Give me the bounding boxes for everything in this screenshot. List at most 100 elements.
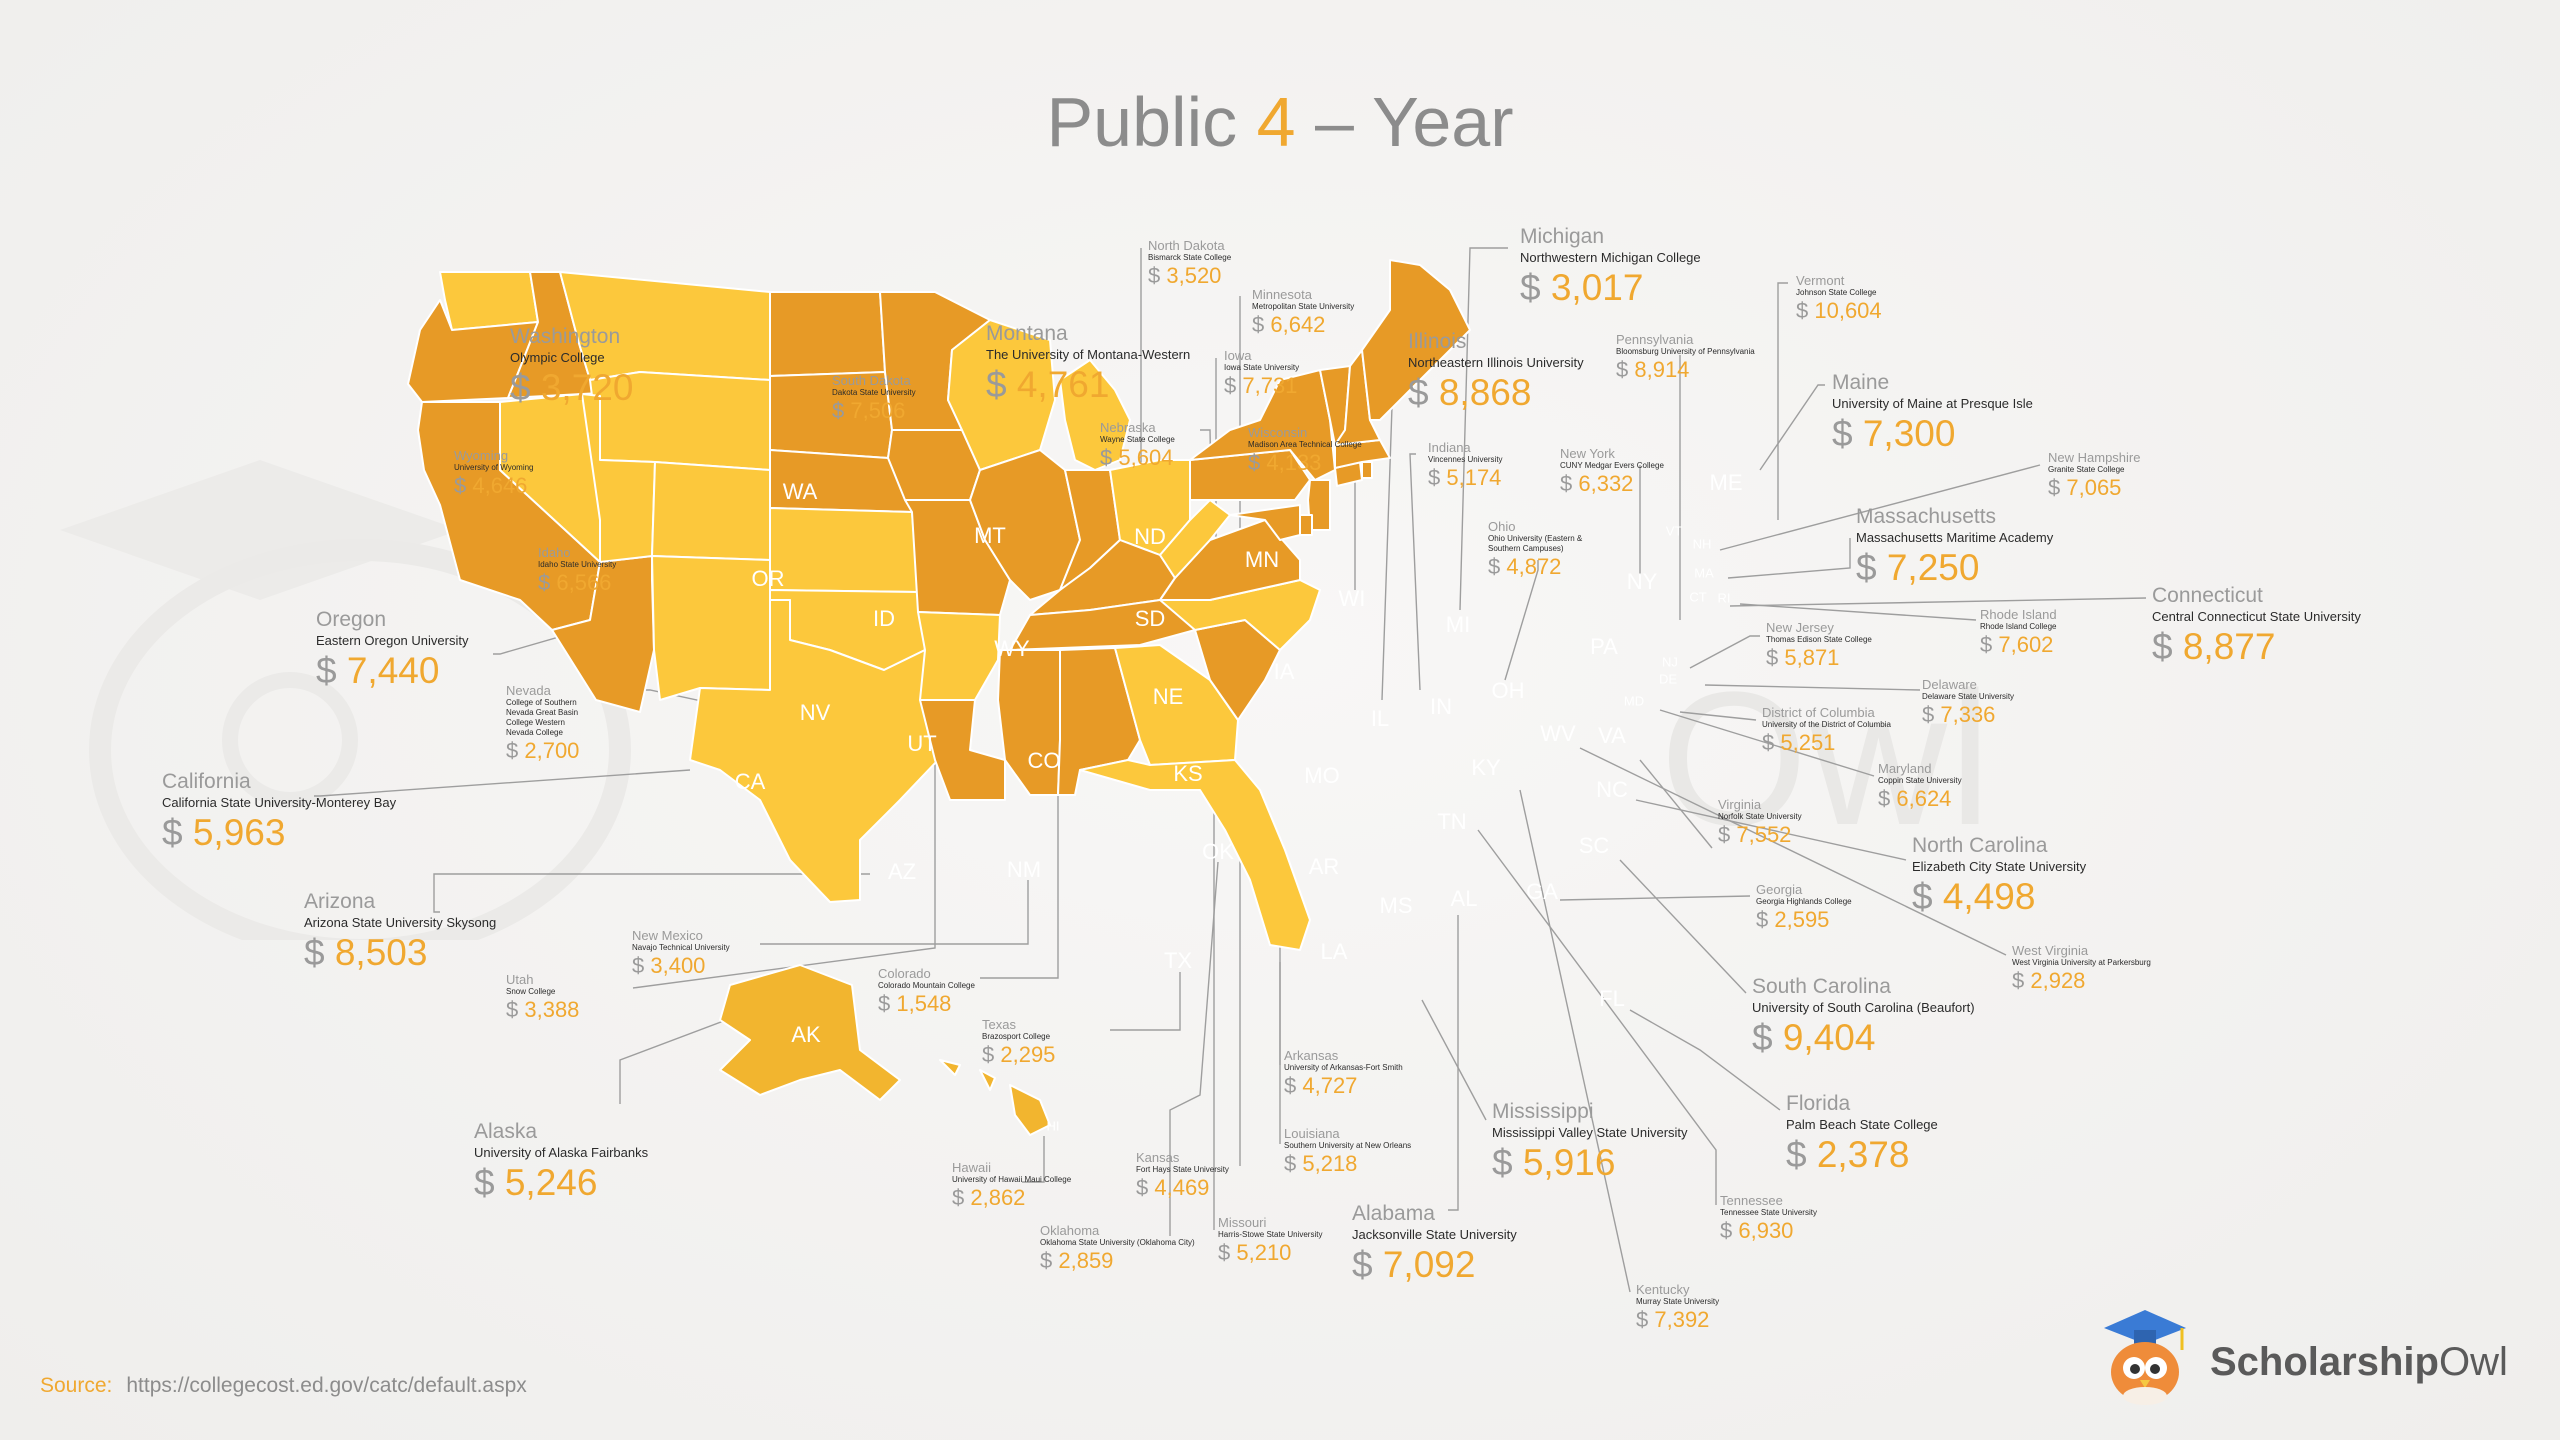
dollar-sign: $ — [1980, 632, 1999, 657]
dollar-sign: $ — [1766, 645, 1785, 670]
callout-school-name: West Virginia University at Parkersburg — [2012, 958, 2151, 967]
callout-state-name: Alabama — [1352, 1202, 1435, 1225]
tuition-value: 5,916 — [1522, 1142, 1616, 1183]
callout-state-name: Nevada — [506, 683, 551, 698]
callout-school-name: Snow College — [506, 987, 556, 996]
callout-school-name: University of the District of Columbia — [1762, 720, 1891, 729]
tuition-value: 5,218 — [1302, 1151, 1358, 1176]
callout-alabama: Alabama Jacksonville State University $ 7,… — [1352, 1202, 1517, 1287]
tuition-value: 2,859 — [1058, 1248, 1114, 1273]
dollar-sign: $ — [1786, 1134, 1817, 1175]
callout-tuition: $ 7,250 — [1856, 546, 2053, 590]
callout-state-name: California — [162, 770, 251, 793]
callout-tuition: $ 3,388 — [506, 997, 579, 1023]
callout-state-name: Montana — [986, 322, 1068, 345]
callout-tuition: $ 6,642 — [1252, 312, 1354, 338]
callout-tuition: $ 7,552 — [1718, 822, 1802, 848]
abbr-arizona: AZ — [888, 859, 916, 884]
leader-line-maryland — [1659, 709, 1875, 777]
callout-school-name: Palm Beach State College — [1786, 1117, 1938, 1132]
callout-state-name: Oklahoma — [1040, 1223, 1100, 1238]
source-link[interactable]: https://collegecost.ed.gov/catc/default.… — [126, 1374, 527, 1397]
abbr-florida: FL — [1599, 986, 1625, 1011]
abbr-kansas: KS — [1173, 761, 1202, 786]
callout-idaho: Idaho Idaho State University $ 6,566 — [538, 545, 616, 596]
callout-state-name: Kentucky — [1636, 1282, 1690, 1297]
abbr-pennsylvania: PA — [1590, 634, 1618, 659]
callout-school-name: Olympic College — [510, 350, 605, 365]
dollar-sign: $ — [1136, 1175, 1155, 1200]
tuition-value: 7,731 — [1242, 373, 1298, 398]
dollar-sign: $ — [1284, 1073, 1303, 1098]
dollar-sign: $ — [1912, 876, 1943, 917]
callout-wyoming: Wyoming University of Wyoming $ 4,646 — [454, 448, 534, 499]
callout-west-virginia: West Virginia West Virginia University at… — [2012, 943, 2151, 994]
callout-school-name: Dakota State University — [832, 388, 916, 397]
abbr-kentucky: KY — [1471, 755, 1501, 780]
callout-tuition: $ 5,963 — [162, 811, 396, 855]
dollar-sign: $ — [632, 953, 651, 978]
callout-state-name: South Dakota — [832, 373, 911, 388]
dollar-sign: $ — [1752, 1017, 1783, 1058]
tuition-value: 5,174 — [1446, 465, 1502, 490]
callout-mississippi: Mississippi Mississippi Valley State Univ… — [1492, 1100, 1688, 1185]
leader-line-georgia — [1559, 895, 1751, 901]
abbr-virginia: VA — [1598, 723, 1626, 748]
tuition-value: 1,548 — [896, 991, 952, 1016]
callout-state-name: Connecticut — [2152, 584, 2263, 607]
callout-tuition: $ 6,566 — [538, 570, 616, 596]
callout-state-name: District of Columbia — [1762, 705, 1875, 720]
callout-school-name: Southern University at New Orleans — [1284, 1141, 1412, 1150]
abbr-indiana: IN — [1430, 694, 1452, 719]
callout-school-name: Massachusetts Maritime Academy — [1856, 530, 2054, 545]
dollar-sign: $ — [2012, 968, 2031, 993]
callout-alaska: Alaska University of Alaska Fairbanks $ 5,… — [474, 1120, 648, 1205]
callout-michigan: Michigan Northwestern Michigan College $ 3… — [1520, 225, 1701, 310]
dollar-sign: $ — [1148, 263, 1167, 288]
callout-indiana: Indiana Vincennes University $ 5,174 — [1428, 440, 1503, 491]
abbr-maine: ME — [1710, 470, 1743, 495]
callout-state-name: Delaware — [1922, 677, 1977, 692]
callout-missouri: Missouri Harris-Stowe State University $ 5… — [1218, 1215, 1322, 1266]
callout-state-name: Ohio — [1488, 519, 1516, 534]
dollar-sign: $ — [1796, 298, 1815, 323]
callout-new-mexico: New Mexico Navajo Technical University $ 3… — [632, 928, 730, 979]
dollar-sign: $ — [506, 997, 525, 1022]
state-michigan — [1059, 359, 1131, 471]
callout-school-name: Metropolitan State University — [1252, 302, 1355, 311]
callout-state-name: Vermont — [1796, 273, 1845, 288]
dollar-sign: $ — [1560, 471, 1579, 496]
state-virginia — [1159, 519, 1301, 601]
abbr-north-carolina: NC — [1596, 777, 1628, 802]
callout-tuition: $ 2,700 — [506, 738, 586, 764]
abbr-oklahoma: OK — [1202, 839, 1234, 864]
callout-school-name: Jacksonville State University — [1352, 1227, 1517, 1242]
callout-school-name: Johnson State College — [1796, 288, 1877, 297]
callout-tuition: $ 4,727 — [1284, 1073, 1403, 1099]
dollar-sign: $ — [982, 1042, 1001, 1067]
callout-school-name: Fort Hays State University — [1136, 1165, 1229, 1174]
dollar-sign: $ — [162, 812, 193, 853]
tuition-value: 7,392 — [1654, 1307, 1710, 1332]
callout-tuition: $ 6,332 — [1560, 471, 1664, 497]
state-shapes — [407, 259, 1471, 1136]
callout-school-name: Colorado Mountain College — [878, 981, 975, 990]
dollar-sign: $ — [1488, 554, 1507, 579]
tuition-value: 2,700 — [524, 738, 580, 763]
callout-california: California California State University-Mo… — [162, 770, 396, 855]
callout-school-name: Navajo Technical University — [632, 943, 730, 952]
dollar-sign: $ — [878, 991, 897, 1016]
leader-line-delaware — [1704, 684, 1921, 691]
callout-state-name: Michigan — [1520, 225, 1605, 248]
dollar-sign: $ — [1040, 1248, 1059, 1273]
tuition-value: 5,251 — [1780, 730, 1836, 755]
state-new-jersey — [1307, 479, 1331, 531]
dollar-sign: $ — [1616, 357, 1635, 382]
callout-school-name: Murray State University — [1636, 1297, 1720, 1306]
callout-tuition: $ 3,520 — [1148, 263, 1231, 289]
abbr-new-jersey: NJ — [1662, 654, 1678, 669]
dollar-sign: $ — [1720, 1218, 1739, 1243]
dollar-sign: $ — [510, 367, 541, 408]
callout-tuition: $ 5,174 — [1428, 465, 1503, 491]
dollar-sign: $ — [1224, 373, 1243, 398]
